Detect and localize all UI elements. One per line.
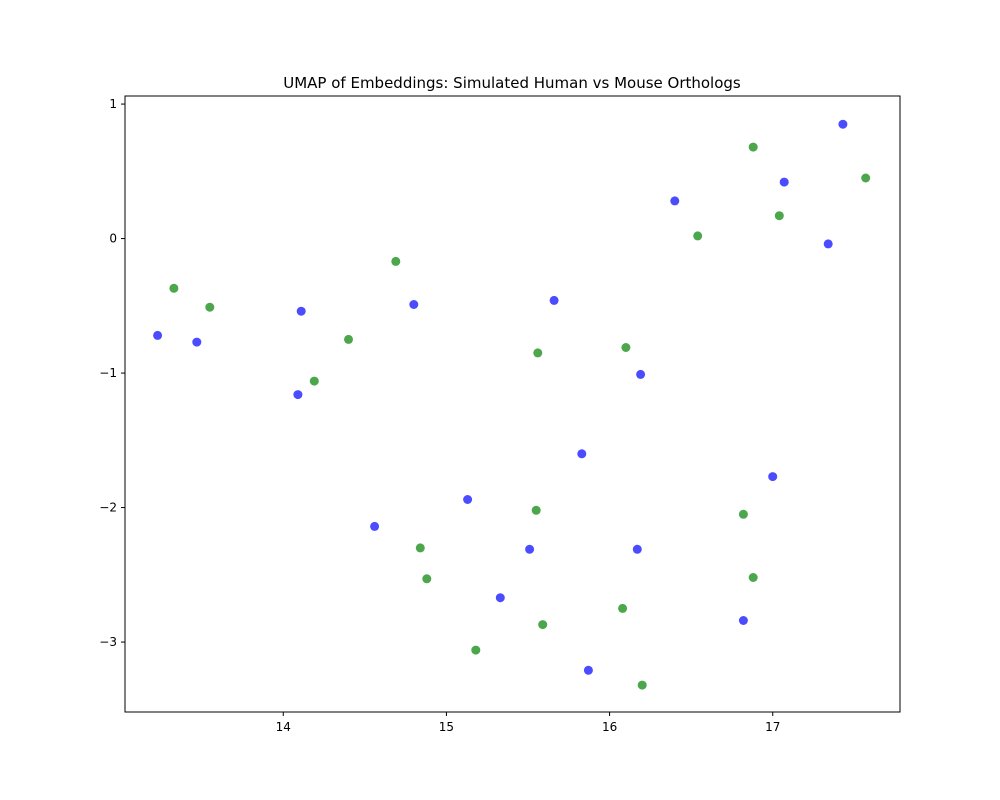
- series-0-point-7: [495, 593, 505, 603]
- series-0-point-9: [549, 295, 559, 305]
- series-0-point-3: [293, 390, 303, 400]
- series-1-point-16: [748, 573, 758, 582]
- y-tick-label-3: −2: [99, 501, 117, 515]
- series-1-point-8: [531, 505, 541, 515]
- series-1-point-1: [205, 302, 215, 312]
- y-tick-label-0: 1: [109, 97, 117, 111]
- y-axis: 1 0 −1 −2 −3: [99, 97, 125, 649]
- series-0-point-15: [738, 616, 748, 625]
- series-0-point-18: [823, 239, 833, 249]
- series-1-point-18: [774, 211, 784, 221]
- series-1-point-13: [637, 680, 647, 690]
- series-1-point-19: [861, 173, 871, 183]
- points-layer: [153, 119, 871, 690]
- series-0-point-4: [409, 300, 419, 309]
- series-1-point-6: [422, 574, 432, 584]
- plot-area-frame: [124, 95, 901, 713]
- series-0-point-12: [632, 544, 642, 554]
- x-tick-label-0: 14: [276, 720, 291, 734]
- series-1-point-0: [169, 283, 179, 293]
- series-1-point-5: [415, 543, 425, 553]
- series-0-point-17: [779, 177, 789, 187]
- y-tick-label-1: 0: [109, 232, 117, 246]
- series-0-point-11: [583, 665, 593, 675]
- y-tick-label-2: −1: [99, 366, 117, 380]
- series-1-point-10: [538, 620, 548, 630]
- series-0-point-5: [370, 521, 380, 531]
- series-1-point-11: [618, 603, 628, 613]
- x-tick-label-3: 17: [765, 720, 780, 734]
- series-1-point-12: [621, 343, 631, 352]
- x-axis: 14 15 16 17: [276, 712, 780, 734]
- series-1-point-14: [693, 231, 703, 241]
- series-1-point-3: [344, 334, 353, 344]
- series-1-point-4: [391, 256, 401, 266]
- series-0-point-6: [463, 495, 473, 504]
- x-tick-label-2: 16: [602, 720, 617, 734]
- series-1-point-2: [309, 376, 319, 386]
- series-1-point-9: [533, 348, 543, 358]
- x-tick-label-1: 15: [439, 720, 454, 734]
- chart-title: UMAP of Embeddings: Simulated Human vs M…: [283, 74, 741, 92]
- series-1-point-7: [471, 645, 481, 655]
- series-1-point-15: [738, 509, 748, 519]
- series-0-point-2: [296, 306, 306, 316]
- series-0-point-8: [525, 544, 535, 554]
- series-0-point-16: [768, 472, 778, 482]
- series-0-point-19: [838, 119, 848, 129]
- y-tick-label-4: −3: [99, 635, 117, 649]
- series-1-point-17: [748, 142, 758, 152]
- series-0-point-14: [670, 196, 680, 206]
- series-0-point-0: [153, 330, 163, 340]
- series-0-point-13: [636, 369, 646, 379]
- series-0-point-10: [577, 449, 587, 459]
- series-0-point-1: [192, 337, 202, 347]
